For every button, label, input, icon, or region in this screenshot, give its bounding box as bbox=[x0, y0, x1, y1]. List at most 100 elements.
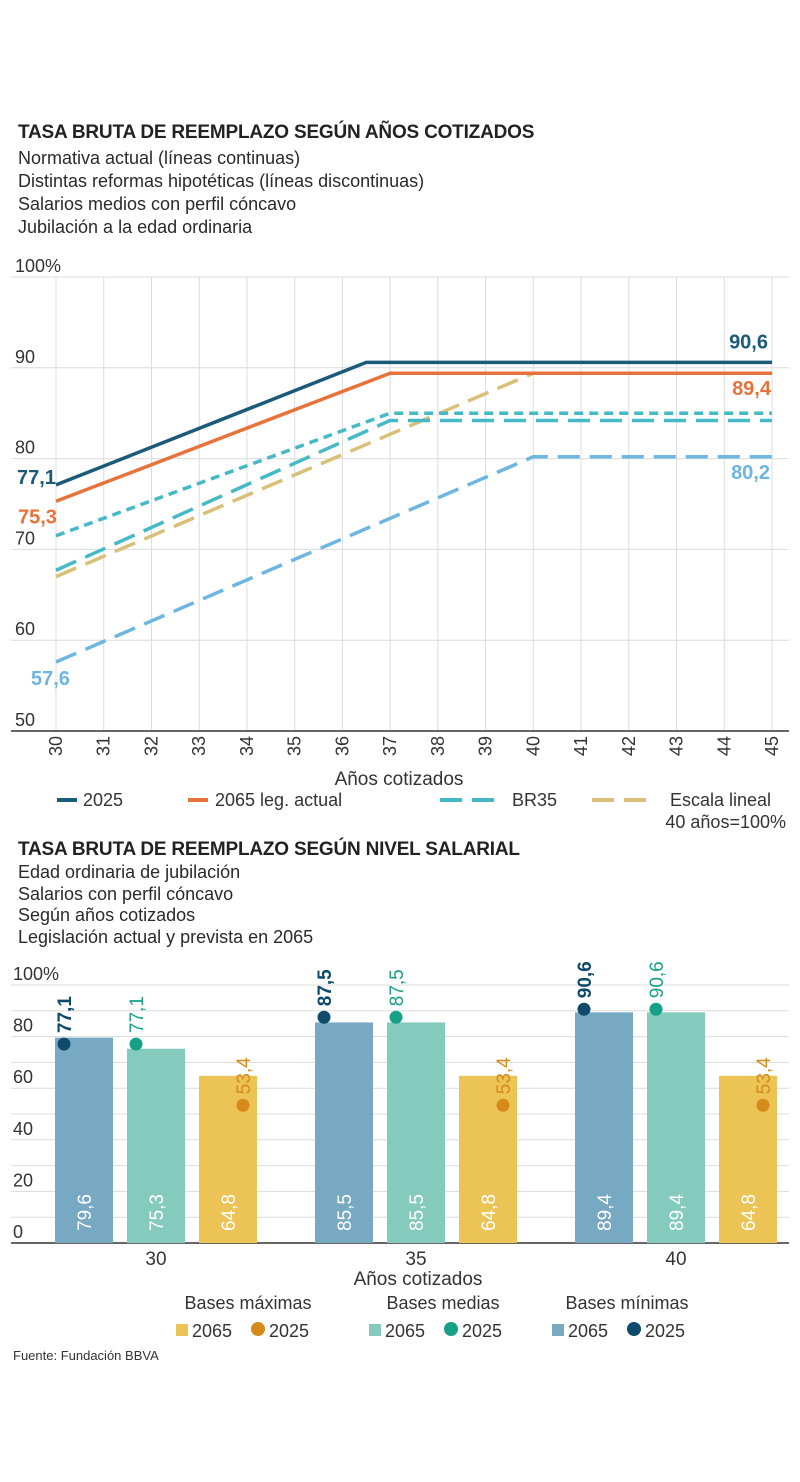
legend-swatch bbox=[552, 1324, 564, 1336]
bar-value-label: 85,5 bbox=[335, 1194, 356, 1231]
source-note: Fuente: Fundación BBVA bbox=[13, 1348, 159, 1363]
dot-value-label: 87,5 bbox=[387, 969, 408, 1006]
x-tick-label: 39 bbox=[476, 736, 496, 756]
y-tick-label: 20 bbox=[13, 1170, 33, 1190]
x-tick-label: 45 bbox=[762, 736, 782, 756]
y-tick-label: 60 bbox=[15, 619, 35, 639]
dot-value-label: 90,6 bbox=[647, 961, 668, 998]
bar-value-label: 64,8 bbox=[739, 1194, 760, 1231]
data-label: 89,4 bbox=[732, 378, 772, 400]
subtitle-line: Salarios con perfil cóncavo bbox=[18, 883, 234, 904]
legend-label: 2065 bbox=[192, 1321, 232, 1341]
bar-value-label: 89,4 bbox=[667, 1194, 688, 1231]
dot-2025 bbox=[577, 1002, 591, 1016]
series-line bbox=[55, 360, 772, 487]
dot-value-label: 77,1 bbox=[127, 996, 148, 1033]
bar-value-label: 79,6 bbox=[75, 1194, 96, 1231]
subtitle-line: Legislación actual y prevista en 2065 bbox=[18, 926, 314, 947]
dot-2025 bbox=[496, 1098, 510, 1112]
y-tick-label: 80 bbox=[13, 1016, 33, 1036]
legend-group-title: Bases máximas bbox=[184, 1293, 311, 1313]
dot-value-label: 77,1 bbox=[55, 996, 76, 1033]
x-tick-label: 40 bbox=[665, 1249, 686, 1270]
x-tick-label: 43 bbox=[667, 736, 687, 756]
legend-label: 40 años=100% bbox=[665, 812, 786, 832]
y-tick-label: 60 bbox=[13, 1067, 33, 1087]
bar bbox=[55, 1037, 113, 1243]
bar-value-label: 75,3 bbox=[147, 1194, 168, 1231]
x-tick-label: 34 bbox=[237, 736, 257, 756]
y-tick-label: 70 bbox=[15, 528, 35, 548]
line-chart-subtitle: Normativa actual (líneas continuas) Dist… bbox=[18, 147, 424, 239]
line-chart: 100% 90 80 70 60 50 30 31 32 33 34 35 36 37 38 39 40 41 42… bbox=[11, 256, 789, 832]
x-axis-title: Años cotizados bbox=[354, 1269, 483, 1290]
x-tick-label: 30 bbox=[46, 736, 66, 756]
subtitle-line: Según años cotizados bbox=[18, 905, 196, 925]
bar bbox=[575, 1012, 633, 1243]
legend-swatch bbox=[176, 1324, 188, 1336]
legend-label: 2025 bbox=[462, 1321, 502, 1341]
x-tick-label: 32 bbox=[141, 736, 161, 756]
x-tick-label: 42 bbox=[619, 736, 639, 756]
legend-swatch bbox=[369, 1324, 381, 1336]
data-label: 77,1 bbox=[17, 467, 56, 489]
legend-label: 2025 bbox=[269, 1321, 309, 1341]
subtitle-line: Edad ordinaria de jubilación bbox=[18, 862, 241, 882]
bar-value-label: 89,4 bbox=[595, 1194, 616, 1231]
dot-2025 bbox=[129, 1037, 143, 1051]
legend-label: BR35 bbox=[512, 790, 557, 810]
y-tick-label: 0 bbox=[13, 1222, 23, 1242]
bar-value-label: 64,8 bbox=[219, 1194, 240, 1231]
y-tick-label: 80 bbox=[15, 438, 35, 458]
legend-label: 2065 leg. actual bbox=[215, 790, 342, 810]
subtitle-line: Salarios medios con perfil cóncavo bbox=[18, 194, 297, 214]
x-axis-title: Años cotizados bbox=[335, 769, 464, 790]
dot-2025 bbox=[317, 1010, 331, 1024]
x-tick-label: 30 bbox=[145, 1249, 166, 1270]
dot-value-label: 53,4 bbox=[234, 1057, 255, 1094]
bar-value-label: 64,8 bbox=[479, 1194, 500, 1231]
bar bbox=[127, 1048, 185, 1243]
x-tick-label: 35 bbox=[405, 1249, 426, 1270]
bar bbox=[647, 1012, 705, 1243]
dot-2025 bbox=[756, 1098, 770, 1112]
subtitle-line: Distintas reformas hipotéticas (líneas d… bbox=[18, 171, 425, 191]
legend-label: 2025 bbox=[83, 790, 123, 810]
x-tick-label: 38 bbox=[428, 736, 448, 756]
bar-chart: 100% 80 60 40 20 0 79,6 77,1 75,3 77,1 64,8 53,4 30 8… bbox=[11, 961, 789, 1341]
y-tick-label: 100% bbox=[15, 256, 61, 276]
legend-swatch bbox=[251, 1322, 265, 1336]
subtitle-line: Jubilación a la edad ordinaria bbox=[18, 217, 253, 237]
bar bbox=[315, 1022, 373, 1243]
series-line bbox=[55, 411, 772, 538]
legend-swatch bbox=[444, 1322, 458, 1336]
dot-value-label: 53,4 bbox=[494, 1057, 515, 1094]
legend-label: 2025 bbox=[645, 1321, 685, 1341]
bar-chart-subtitle: Edad ordinaria de jubilación Salarios co… bbox=[18, 862, 313, 948]
bar bbox=[387, 1022, 445, 1243]
y-tick-label: 100% bbox=[13, 964, 59, 984]
legend-group-title: Bases mínimas bbox=[565, 1293, 688, 1313]
bar-chart-title: TASA BRUTA DE REEMPLAZO SEGÚN NIVEL SALA… bbox=[18, 839, 520, 860]
series-line bbox=[55, 455, 772, 664]
dot-2025 bbox=[649, 1002, 663, 1016]
line-chart-title: TASA BRUTA DE REEMPLAZO SEGÚN AÑOS COTIZ… bbox=[18, 122, 535, 143]
dot-value-label: 87,5 bbox=[315, 969, 336, 1006]
x-tick-label: 44 bbox=[714, 736, 734, 756]
x-tick-label: 36 bbox=[332, 736, 352, 756]
dot-2025 bbox=[236, 1098, 250, 1112]
dot-2025 bbox=[57, 1037, 71, 1051]
data-label: 90,6 bbox=[729, 331, 768, 353]
subtitle-line: Normativa actual (líneas continuas) bbox=[18, 148, 301, 168]
y-tick-label: 90 bbox=[15, 347, 35, 367]
dot-value-label: 53,4 bbox=[754, 1057, 775, 1094]
data-label: 80,2 bbox=[731, 462, 770, 484]
x-tick-label: 33 bbox=[189, 736, 209, 756]
x-tick-label: 35 bbox=[285, 736, 305, 756]
legend-label: 2065 bbox=[385, 1321, 425, 1341]
legend-label: Escala lineal bbox=[670, 790, 771, 810]
series-line bbox=[55, 418, 772, 572]
y-tick-label: 40 bbox=[13, 1119, 33, 1139]
data-label: 57,6 bbox=[31, 668, 70, 690]
dot-value-label: 90,6 bbox=[575, 961, 596, 998]
